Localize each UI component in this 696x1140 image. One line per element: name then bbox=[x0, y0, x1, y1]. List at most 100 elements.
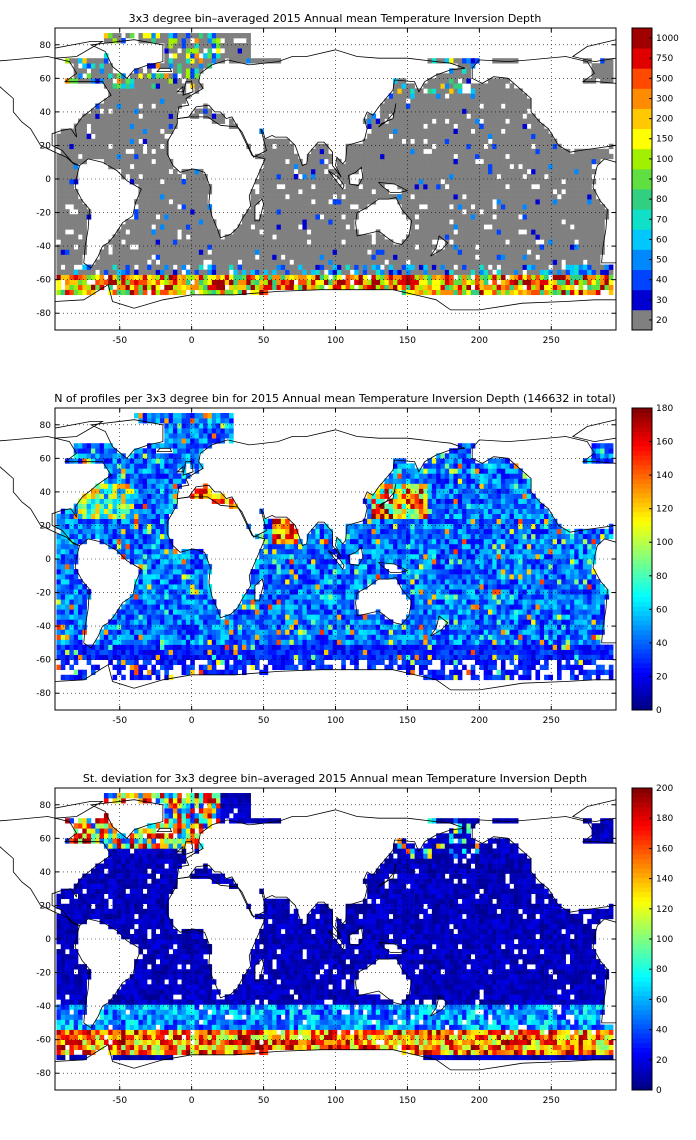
heatmap-cell bbox=[323, 664, 329, 671]
heatmap-cell bbox=[414, 184, 420, 190]
heatmap-cell bbox=[505, 279, 510, 285]
heatmap-cell bbox=[462, 204, 467, 210]
heatmap-cell bbox=[121, 103, 126, 109]
heatmap-cell bbox=[526, 158, 532, 165]
heatmap-cell bbox=[574, 274, 579, 280]
heatmap-cell bbox=[164, 83, 169, 89]
heatmap-cell bbox=[595, 148, 601, 155]
heatmap-cell bbox=[600, 63, 605, 69]
heatmap-cell bbox=[449, 133, 454, 140]
heatmap-cell bbox=[73, 148, 79, 155]
heatmap-cell bbox=[242, 264, 247, 270]
heatmap-cell bbox=[608, 674, 614, 681]
coastline bbox=[254, 198, 265, 222]
heatmap-cell bbox=[160, 634, 165, 640]
heatmap-cell bbox=[557, 259, 562, 265]
heatmap-cell bbox=[160, 219, 165, 225]
heatmap-cell bbox=[449, 98, 454, 104]
heatmap-cell bbox=[328, 249, 333, 255]
heatmap-cell bbox=[181, 68, 187, 74]
heatmap-cell bbox=[103, 148, 109, 155]
heatmap-cell bbox=[211, 264, 217, 270]
heatmap-cell bbox=[65, 654, 70, 660]
heatmap-cell bbox=[211, 289, 217, 296]
heatmap-cell bbox=[397, 78, 402, 84]
heatmap-cell bbox=[427, 168, 433, 175]
heatmap-cell bbox=[561, 209, 566, 215]
heatmap-cell bbox=[328, 229, 333, 235]
coastline bbox=[592, 158, 617, 264]
heatmap-cell bbox=[405, 264, 411, 270]
heatmap-cell bbox=[591, 168, 597, 175]
heatmap-cell bbox=[470, 229, 476, 235]
heatmap-cell bbox=[56, 184, 62, 190]
heatmap-cell bbox=[276, 143, 282, 150]
heatmap-cell bbox=[466, 179, 472, 185]
heatmap-cell bbox=[496, 118, 502, 124]
heatmap-cell bbox=[440, 88, 446, 94]
heatmap-cell bbox=[250, 204, 256, 210]
heatmap-cell bbox=[561, 184, 566, 190]
heatmap-cell bbox=[142, 108, 148, 114]
heatmap-cell bbox=[457, 199, 463, 205]
heatmap-cell bbox=[332, 254, 338, 260]
heatmap-cell bbox=[86, 659, 92, 665]
heatmap-cell bbox=[526, 209, 532, 215]
heatmap-cell bbox=[190, 168, 195, 175]
heatmap-cell bbox=[405, 254, 411, 260]
heatmap-cell bbox=[483, 184, 489, 190]
heatmap-cell bbox=[591, 254, 597, 260]
heatmap-cell bbox=[462, 644, 467, 650]
heatmap-cell bbox=[285, 249, 290, 255]
heatmap-cell bbox=[82, 239, 87, 245]
heatmap-cell bbox=[147, 249, 152, 255]
heatmap-cell bbox=[134, 259, 139, 265]
heatmap-cell bbox=[384, 189, 390, 195]
heatmap-cell bbox=[380, 113, 385, 119]
heatmap-cell bbox=[604, 264, 610, 270]
heatmap-cell bbox=[73, 63, 79, 69]
heatmap-cell bbox=[604, 284, 610, 291]
heatmap-cell bbox=[65, 199, 70, 205]
heatmap-cell bbox=[82, 153, 87, 160]
heatmap-cell bbox=[198, 219, 204, 225]
heatmap-cell bbox=[393, 639, 398, 645]
heatmap-cell bbox=[578, 194, 584, 200]
heatmap-cell bbox=[384, 269, 390, 275]
heatmap-cell bbox=[509, 259, 515, 265]
heatmap-cell bbox=[116, 38, 122, 44]
heatmap-cell bbox=[384, 249, 390, 255]
heatmap-cell bbox=[496, 219, 502, 225]
heatmap-cell bbox=[73, 634, 79, 640]
heatmap-cell bbox=[198, 274, 204, 280]
heatmap-cell bbox=[60, 259, 66, 265]
heatmap-cell bbox=[513, 229, 519, 235]
heatmap-cell bbox=[267, 659, 273, 665]
heatmap-cell bbox=[591, 284, 597, 291]
heatmap-cell bbox=[397, 103, 402, 109]
heatmap-cell bbox=[487, 173, 493, 180]
heatmap-cell bbox=[56, 234, 62, 240]
heatmap-cell bbox=[194, 184, 200, 190]
heatmap-cell bbox=[475, 98, 480, 104]
heatmap-cell bbox=[323, 229, 329, 235]
heatmap-cell bbox=[129, 33, 135, 39]
heatmap-cell bbox=[405, 93, 411, 99]
heatmap-cell bbox=[185, 53, 191, 59]
heatmap-cell bbox=[349, 264, 355, 270]
heatmap-cell bbox=[259, 259, 264, 265]
heatmap-cell bbox=[500, 123, 506, 129]
heatmap-cell bbox=[242, 664, 247, 671]
heatmap-cell bbox=[65, 284, 70, 291]
heatmap-cell bbox=[367, 234, 372, 240]
heatmap-cell bbox=[393, 179, 398, 185]
heatmap-cell bbox=[492, 209, 497, 215]
heatmap-cell bbox=[565, 189, 571, 195]
heatmap-cell bbox=[345, 264, 351, 270]
heatmap-cell bbox=[298, 644, 303, 650]
heatmap-cell bbox=[513, 214, 519, 220]
heatmap-cell bbox=[259, 219, 264, 225]
heatmap-cell bbox=[449, 274, 454, 280]
heatmap-cell bbox=[302, 219, 308, 225]
heatmap-cell bbox=[462, 284, 467, 291]
